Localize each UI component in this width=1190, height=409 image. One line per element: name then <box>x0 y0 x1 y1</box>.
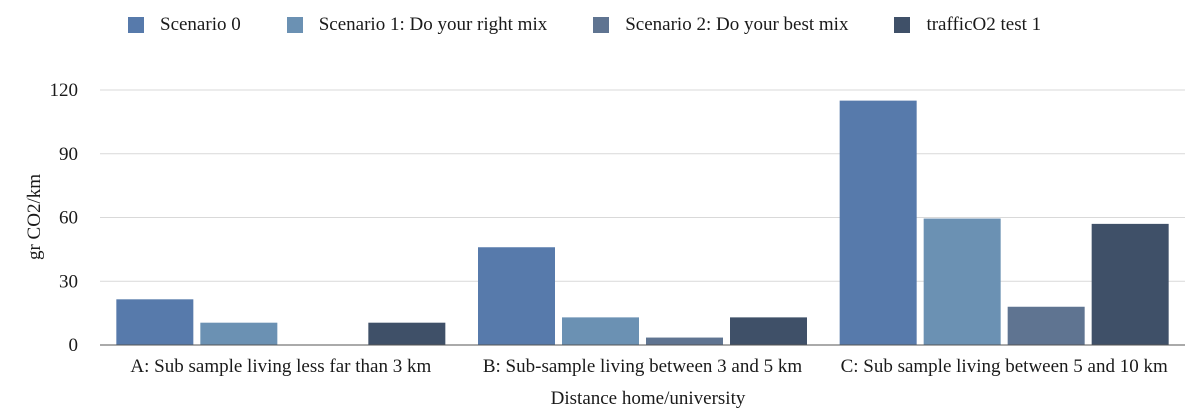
bar <box>839 100 917 345</box>
bar <box>116 299 194 345</box>
y-tick-label: 90 <box>59 144 78 165</box>
x-tick-label: A: Sub sample living less far than 3 km <box>130 356 431 377</box>
y-tick-label: 60 <box>59 208 78 229</box>
bar <box>646 337 723 345</box>
y-tick-label: 30 <box>59 271 78 292</box>
x-axis-ticks: A: Sub sample living less far than 3 km B… <box>130 356 1168 377</box>
legend-item-trafficO2-test-1: trafficO2 test 1 <box>894 14 1041 36</box>
legend-label: Scenario 2: Do your best mix <box>625 14 849 35</box>
legend-swatch <box>894 17 911 33</box>
bars <box>116 100 1169 345</box>
legend-swatch <box>593 17 610 33</box>
bar <box>1091 223 1169 345</box>
legend-item-scenario-2: Scenario 2: Do your best mix <box>593 14 848 36</box>
legend-item-scenario-1: Scenario 1: Do your right mix <box>286 14 548 36</box>
bar <box>730 317 807 345</box>
y-tick-label: 0 <box>69 335 79 356</box>
x-axis-label: Distance home/university <box>551 388 746 409</box>
bar <box>562 317 639 345</box>
y-axis-label: gr CO2/km <box>24 174 45 260</box>
x-tick-label: C: Sub sample living between 5 and 10 km <box>841 356 1168 377</box>
bar <box>923 218 1001 345</box>
bar <box>368 322 446 345</box>
x-tick-label: B: Sub-sample living between 3 and 5 km <box>483 356 802 377</box>
y-axis-ticks: 0 30 60 90 120 <box>50 80 79 356</box>
gridlines <box>100 89 1185 282</box>
chart-legend: Scenario 0 Scenario 1: Do your right mix… <box>128 14 1041 36</box>
legend-label: Scenario 0 <box>160 14 241 35</box>
legend-swatch <box>286 17 303 33</box>
legend-label: trafficO2 test 1 <box>926 14 1042 35</box>
legend-label: Scenario 1: Do your right mix <box>318 14 548 35</box>
legend-item-scenario-0: Scenario 0 <box>128 14 241 36</box>
bar <box>200 322 278 345</box>
y-tick-label: 120 <box>50 80 79 101</box>
bar <box>1007 306 1085 345</box>
legend-swatch <box>128 17 144 33</box>
bar <box>478 247 555 345</box>
